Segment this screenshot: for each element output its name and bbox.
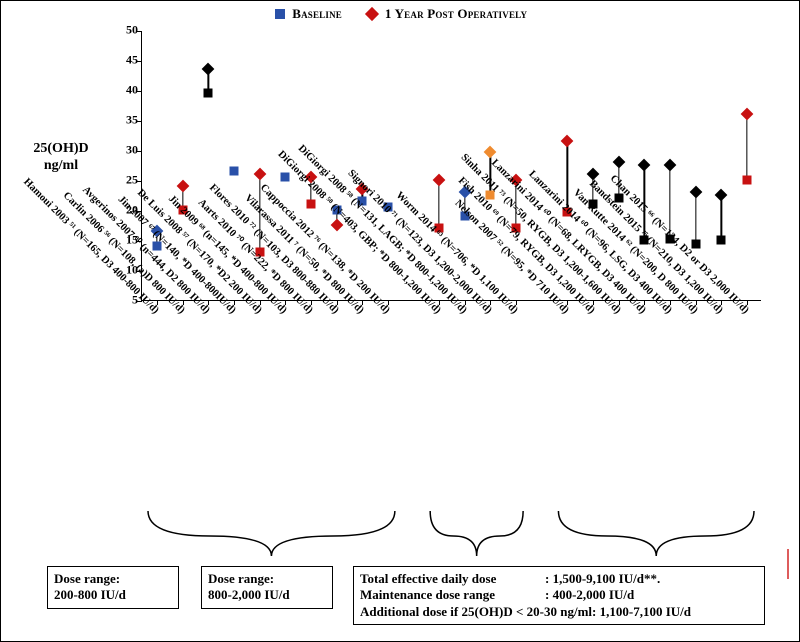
baseline-marker <box>743 176 752 185</box>
legend-postop-marker <box>365 7 379 21</box>
dose-box-label: Additional dose if 25(OH)D < 20-30 ng/ml… <box>360 604 691 620</box>
dose-box-line: Additional dose if 25(OH)D < 20-30 ng/ml… <box>360 604 758 620</box>
postop-marker <box>741 108 754 121</box>
group-bracket <box>148 511 395 556</box>
y-tick-label: 25 <box>126 173 142 188</box>
y-axis-title-line2: ng/ml <box>44 158 78 173</box>
y-tick-label: 50 <box>126 23 142 38</box>
x-labels: Hamoui 2003 ⁵¹ (N=165, D3 400-800 IU/d)C… <box>141 303 761 513</box>
figure-container: Baseline 1 Year Post Operatively 25(OH)D… <box>0 0 800 642</box>
postop-marker <box>638 159 651 172</box>
postop-marker <box>715 189 728 202</box>
dose-box-line: Dose range: <box>208 571 326 587</box>
baseline-marker <box>691 240 700 249</box>
dose-box-line: Maintenance dose range : 400-2,000 IU/d <box>360 587 758 603</box>
legend-baseline-marker <box>275 9 285 19</box>
legend-postop-label: 1 Year Post Operatively <box>385 6 527 21</box>
dose-box-line: 200-800 IU/d <box>54 587 172 603</box>
postop-marker <box>689 186 702 199</box>
connector-line <box>695 193 696 245</box>
dose-box-value: : 1,500-9,100 IU/d**. <box>545 571 660 587</box>
dose-box-label: Total effective daily dose <box>360 571 545 587</box>
dose-range-box: Total effective daily dose : 1,500-9,100… <box>353 566 765 625</box>
dose-box-value: : 400-2,000 IU/d <box>545 587 634 603</box>
postop-marker <box>484 145 497 158</box>
baseline-marker <box>229 167 238 176</box>
group-brackets <box>1 506 800 566</box>
y-tick-label: 40 <box>126 83 142 98</box>
dose-range-box: Dose range:200-800 IU/d <box>47 566 179 609</box>
connector-line <box>439 181 440 229</box>
postop-marker <box>176 180 189 193</box>
dose-box-label: Maintenance dose range <box>360 587 545 603</box>
decorative-red-mark <box>787 549 789 579</box>
baseline-marker <box>717 236 726 245</box>
baseline-marker <box>281 173 290 182</box>
dose-range-box: Dose range:800-2,000 IU/d <box>201 566 333 609</box>
postop-marker <box>664 159 677 172</box>
baseline-marker <box>306 200 315 209</box>
y-axis-title: 25(OH)D ng/ml <box>21 141 101 175</box>
y-axis-title-line1: 25(OH)D <box>33 141 88 156</box>
postop-marker <box>561 135 574 148</box>
y-tick-label: 35 <box>126 113 142 128</box>
postop-marker <box>253 168 266 181</box>
dose-box-line: 800-2,000 IU/d <box>208 587 326 603</box>
y-tick-label: 30 <box>126 143 142 158</box>
connector-line <box>746 115 747 181</box>
group-bracket <box>430 511 523 556</box>
dose-box-line: Total effective daily dose : 1,500-9,100… <box>360 571 758 587</box>
y-tick-label: 45 <box>126 53 142 68</box>
legend-baseline-label: Baseline <box>292 6 342 21</box>
baseline-marker <box>204 89 213 98</box>
legend: Baseline 1 Year Post Operatively <box>1 6 800 22</box>
dose-box-line: Dose range: <box>54 571 172 587</box>
postop-marker <box>202 63 215 76</box>
group-bracket <box>558 511 754 556</box>
connector-line <box>721 196 722 241</box>
postop-marker <box>612 156 625 169</box>
postop-marker <box>433 174 446 187</box>
